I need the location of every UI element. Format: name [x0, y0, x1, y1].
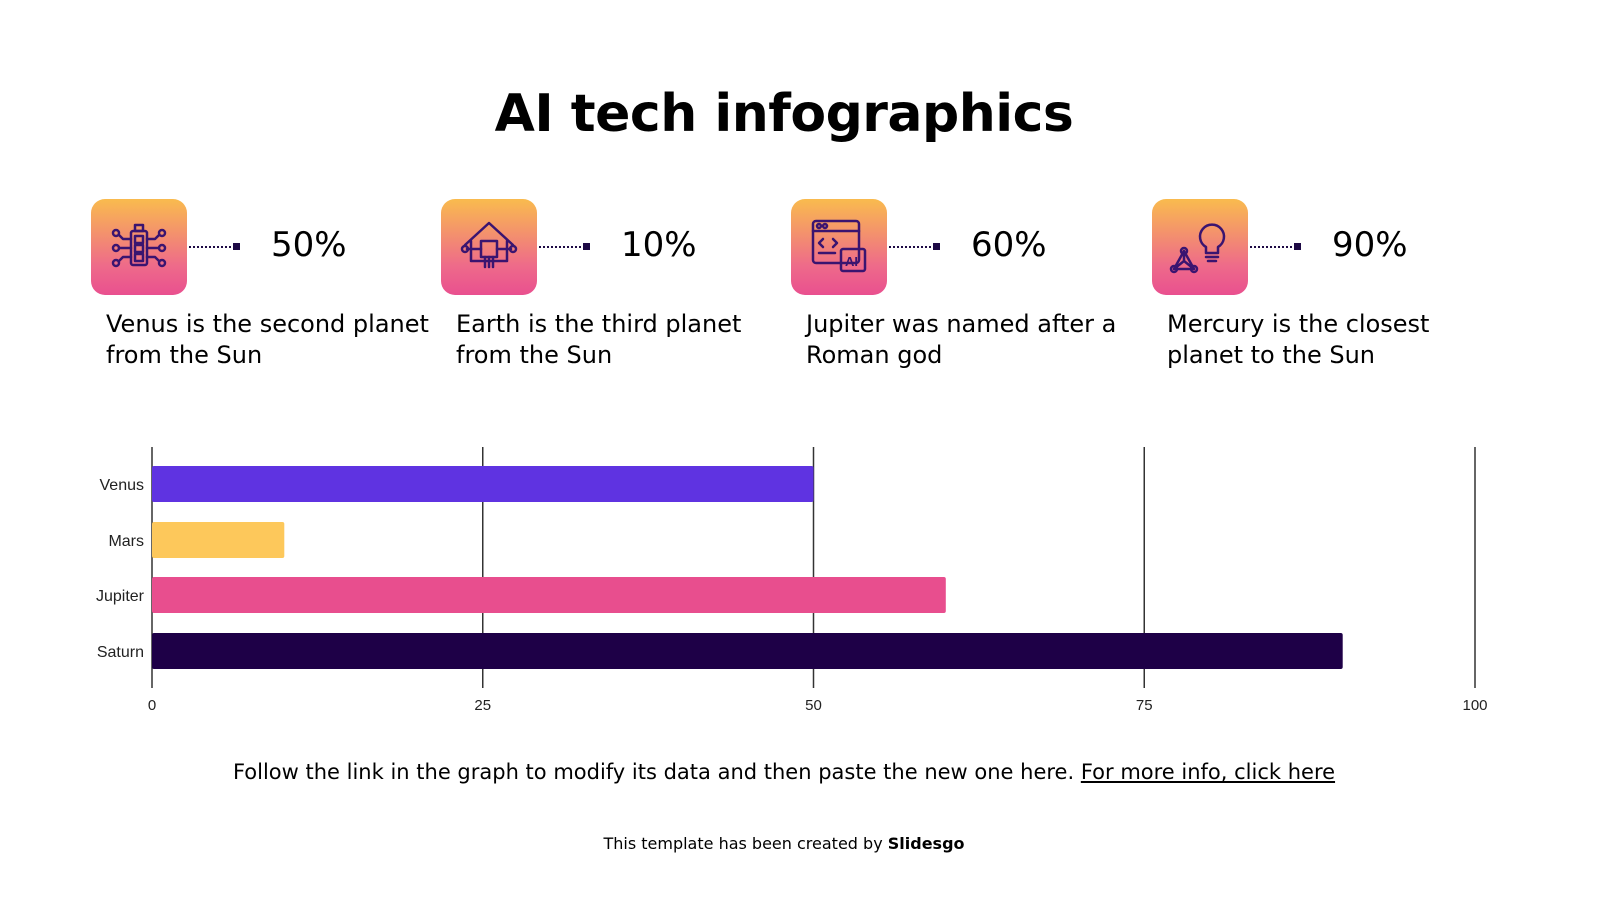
stat-description: Venus is the second planet from the Sun — [106, 310, 429, 369]
connector-dots — [539, 246, 585, 248]
x-tick-label: 75 — [1136, 697, 1153, 714]
ai-code-window-icon: AI — [791, 199, 887, 295]
circuit-battery-icon — [91, 199, 187, 295]
bar-jupiter — [152, 577, 946, 613]
bar-mars — [152, 522, 285, 558]
note-text: Follow the link in the graph to modify i… — [232, 760, 1081, 784]
connector-dots — [889, 246, 935, 248]
brand-name: Slidesgo — [887, 834, 965, 853]
y-category-label: Mars — [108, 533, 144, 550]
footer-note: Follow the link in the graph to modify i… — [0, 760, 1568, 784]
bar-venus — [152, 466, 814, 502]
bar-saturn — [152, 633, 1343, 669]
connector-dots — [189, 246, 235, 248]
more-info-link[interactable]: For more info, click here — [1080, 760, 1336, 784]
x-tick-label: 0 — [148, 697, 156, 714]
y-category-label: Venus — [100, 477, 144, 494]
stat-description: Mercury is the closest planet to the Sun — [1167, 310, 1430, 369]
connector-square — [583, 243, 590, 250]
connector-dots — [1250, 246, 1296, 248]
x-tick-label: 25 — [474, 697, 491, 714]
lightbulb-network-icon — [1152, 199, 1248, 295]
connector-square — [233, 243, 240, 250]
x-tick-label: 100 — [1462, 697, 1487, 714]
stat-description: Earth is the third planet from the Sun — [456, 310, 742, 369]
smart-home-chip-icon — [441, 199, 537, 295]
credit-text: This template has been created by — [603, 834, 888, 853]
stat-percent: 60% — [971, 225, 1047, 265]
connector-square — [933, 243, 940, 250]
y-category-label: Jupiter — [96, 588, 145, 605]
page-title: AI tech infographics — [494, 84, 1074, 144]
x-tick-label: 50 — [805, 697, 822, 714]
stat-percent: 50% — [271, 225, 347, 265]
stat-percent: 10% — [621, 225, 697, 265]
bar-chart: 0 25 50 75 100 Venus Mars Jupiter Saturn — [96, 447, 1488, 714]
stat-description: Jupiter was named after a Roman god — [806, 310, 1117, 369]
stat-percent: 90% — [1332, 225, 1408, 265]
y-category-label: Saturn — [97, 644, 144, 661]
svg-text:AI: AI — [845, 254, 858, 269]
connector-square — [1294, 243, 1301, 250]
credit: This template has been created by Slides… — [0, 834, 1568, 853]
